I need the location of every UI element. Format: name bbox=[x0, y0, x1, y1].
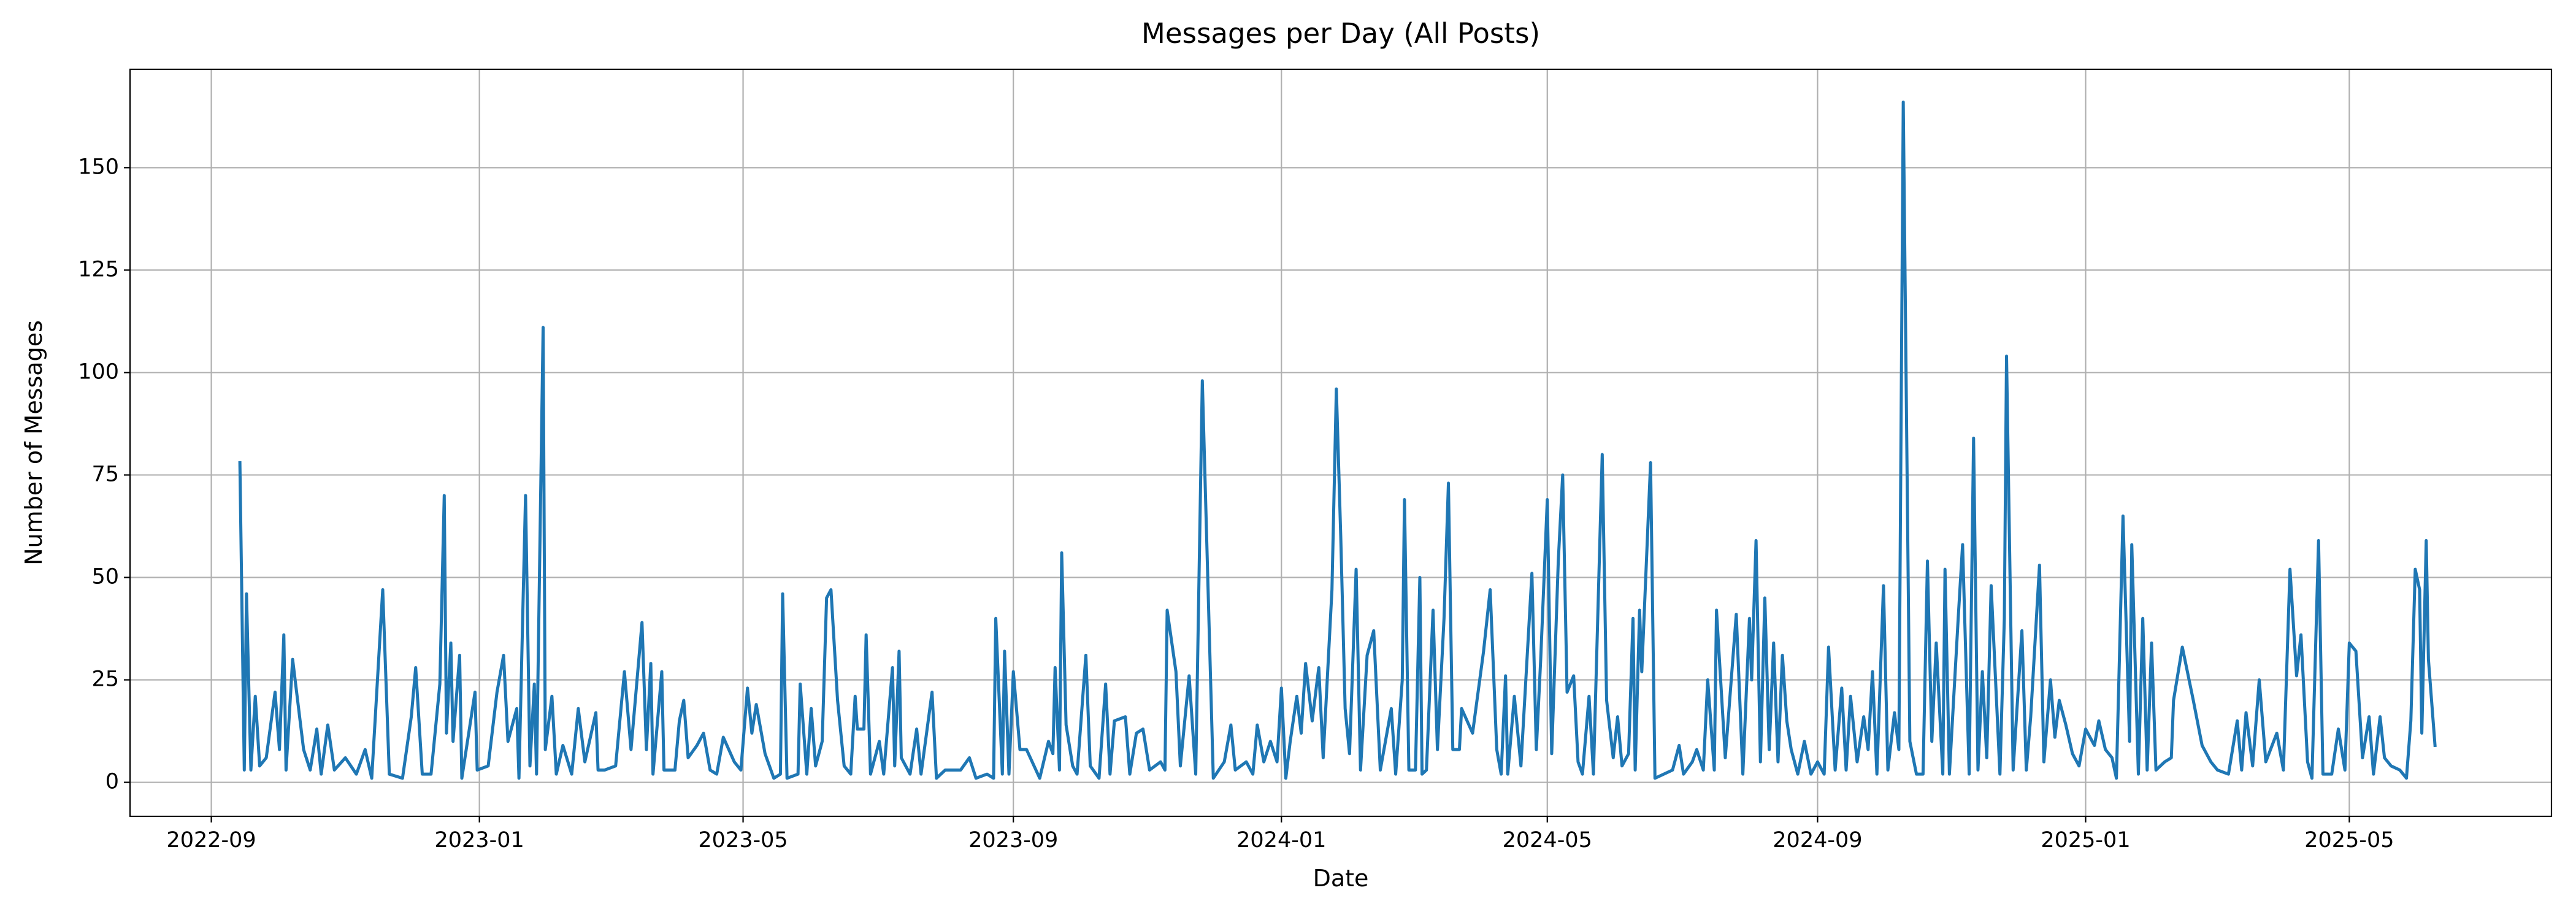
y-tick-label: 125 bbox=[78, 257, 119, 282]
y-axis-label: Number of Messages bbox=[20, 320, 47, 565]
data-line bbox=[238, 100, 2437, 780]
x-tick-label: 2023-05 bbox=[698, 828, 788, 853]
chart-title: Messages per Day (All Posts) bbox=[1141, 17, 1540, 50]
x-axis-label: Date bbox=[1313, 865, 1369, 892]
y-tick-label: 150 bbox=[78, 155, 119, 179]
x-tick-label: 2023-01 bbox=[435, 828, 524, 853]
x-tick-label: 2024-01 bbox=[1236, 828, 1326, 853]
y-tick-label: 75 bbox=[91, 462, 119, 486]
x-tick-label: 2024-09 bbox=[1773, 828, 1862, 853]
y-tick-label: 25 bbox=[91, 667, 119, 692]
x-tick-label: 2024-05 bbox=[1503, 828, 1592, 853]
x-tick-label: 2022-09 bbox=[166, 828, 256, 853]
y-tick-label: 100 bbox=[78, 359, 119, 384]
x-tick-label: 2023-09 bbox=[968, 828, 1058, 853]
y-tick-label: 0 bbox=[105, 770, 119, 794]
plot-frame bbox=[129, 68, 2553, 818]
x-tick-label: 2025-01 bbox=[2041, 828, 2130, 853]
y-tick-label: 50 bbox=[91, 564, 119, 589]
x-tick-label: 2025-05 bbox=[2304, 828, 2394, 853]
